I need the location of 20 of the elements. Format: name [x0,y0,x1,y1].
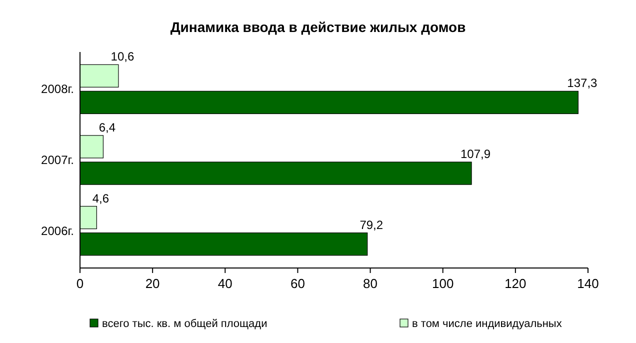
legend-label: в том числе индивидуальных [412,318,562,330]
x-tick-label: 20 [145,276,160,291]
x-tick-label: 0 [76,276,84,291]
data-label: 4,6 [92,191,110,206]
chart-title: Динамика ввода в действие жилых домов [170,19,466,35]
data-label: 6,4 [98,120,116,134]
y-tick-label: 2007г. [41,153,74,167]
data-label: 137,3 [567,76,598,90]
data-label: 107,9 [460,147,491,161]
y-tick-label: 2008г. [41,82,74,96]
y-tick-label: 2006г. [41,224,74,238]
legend-label: всего тыс. кв. м общей площади [102,318,268,330]
x-tick-label: 100 [432,276,454,291]
x-tick-label: 120 [504,276,526,291]
data-label: 10,6 [110,50,134,64]
x-tick-label: 140 [577,276,599,291]
x-tick-label: 40 [218,276,232,291]
x-tick-label: 60 [290,276,305,291]
x-tick-label: 80 [363,276,378,291]
data-label: 79,2 [360,218,384,232]
